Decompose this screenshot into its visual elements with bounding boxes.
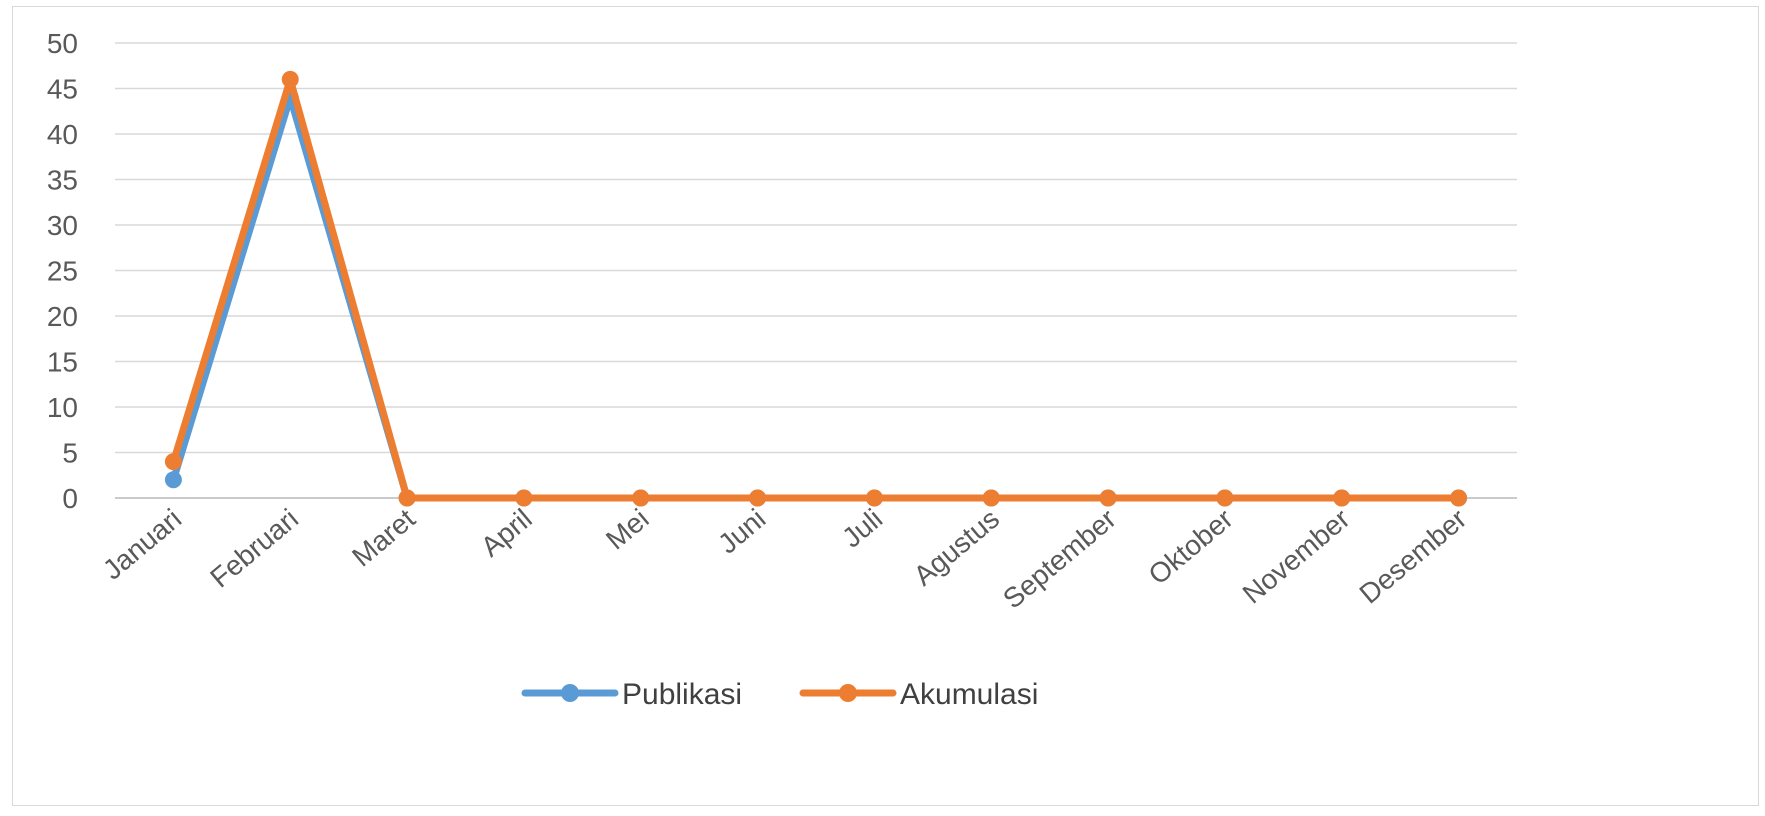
x-tick-label: April xyxy=(475,503,538,563)
x-tick-label: Juli xyxy=(836,503,888,554)
y-axis-tick-labels: 0 5 10 15 20 25 30 35 40 45 50 xyxy=(47,28,78,514)
series-line xyxy=(169,94,1463,502)
x-tick-label: Juni xyxy=(712,503,771,560)
data-point xyxy=(515,489,533,507)
y-tick-label: 30 xyxy=(47,210,78,241)
series-line xyxy=(169,75,1463,502)
data-point xyxy=(281,70,299,88)
data-point xyxy=(1333,489,1351,507)
data-point xyxy=(164,471,182,489)
y-tick-label: 35 xyxy=(47,165,78,196)
x-axis-tick-labels: Januari Februari Maret April Mei Juni Juli Agus… xyxy=(97,503,1472,615)
data-point xyxy=(164,453,182,471)
legend-item: Publikasi xyxy=(521,678,742,711)
data-point xyxy=(865,489,883,507)
legend-label: Akumulasi xyxy=(900,678,1038,711)
legend-marker xyxy=(561,684,579,702)
y-tick-label: 10 xyxy=(47,392,78,423)
legend: Publikasi Akumulasi xyxy=(521,678,1038,711)
data-point xyxy=(1216,489,1234,507)
y-tick-label: 25 xyxy=(47,256,78,287)
series-layer xyxy=(164,70,1468,507)
y-tick-label: 20 xyxy=(47,301,78,332)
x-tick-label: November xyxy=(1237,503,1356,610)
data-point xyxy=(398,489,416,507)
x-tick-label: Februari xyxy=(204,503,304,594)
y-tick-label: 40 xyxy=(47,119,78,150)
series-publikasi xyxy=(164,89,1468,507)
y-tick-label: 15 xyxy=(47,347,78,378)
series-akumulasi xyxy=(164,70,1468,507)
data-point xyxy=(1099,489,1117,507)
data-point xyxy=(632,489,650,507)
x-tick-label: Desember xyxy=(1354,503,1473,610)
data-point xyxy=(1450,489,1468,507)
gridlines xyxy=(115,42,1517,499)
legend-item: Akumulasi xyxy=(799,678,1038,711)
y-tick-label: 50 xyxy=(47,28,78,59)
data-point xyxy=(982,489,1000,507)
legend-marker xyxy=(839,684,857,702)
x-tick-label: Oktober xyxy=(1143,503,1239,591)
x-tick-label: Maret xyxy=(346,503,421,573)
y-tick-label: 5 xyxy=(62,438,78,469)
data-point xyxy=(749,489,767,507)
x-tick-label: Januari xyxy=(97,503,187,586)
x-tick-label: Mei xyxy=(600,503,654,556)
x-tick-label: Agustus xyxy=(908,503,1005,592)
y-tick-label: 45 xyxy=(47,74,78,105)
y-tick-label: 0 xyxy=(62,483,78,514)
x-tick-label: September xyxy=(997,503,1122,615)
legend-label: Publikasi xyxy=(622,678,742,711)
